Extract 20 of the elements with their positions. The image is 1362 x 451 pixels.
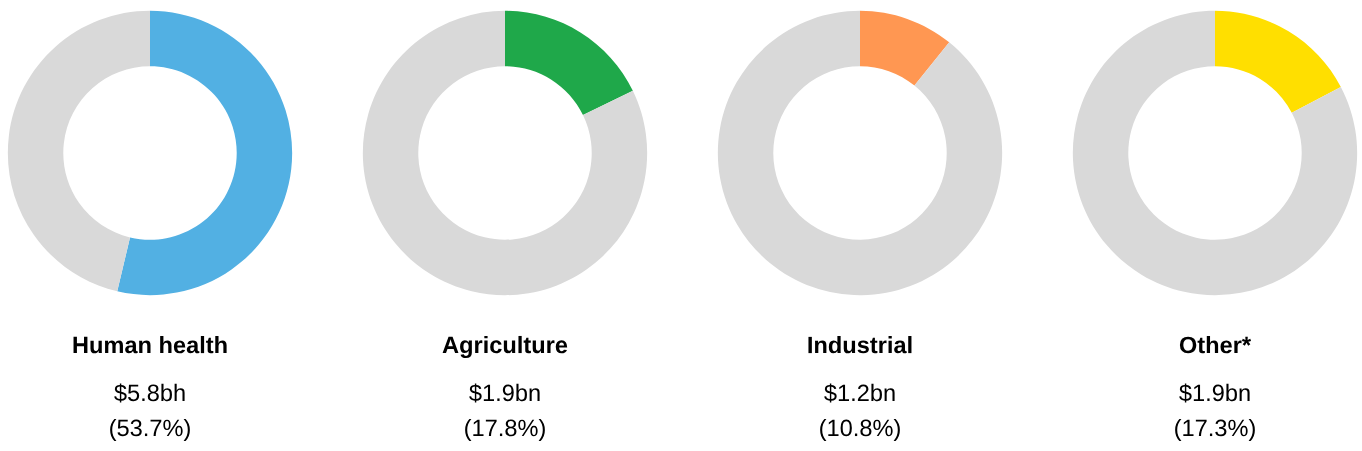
donut-slice (7, 10, 150, 292)
text: Agriculture (442, 335, 568, 359)
text: (17.3%) (1175, 418, 1255, 441)
text: (10.8%) (820, 418, 900, 441)
text: Industrial (808, 336, 912, 354)
donut-slice (362, 10, 648, 296)
donut-slice (117, 10, 293, 296)
text: $5.8bh (114, 383, 185, 403)
text: (53.7%) (110, 418, 190, 441)
donut-slice (1215, 10, 1341, 113)
text: $1.9bn (1179, 383, 1250, 403)
text: $1.9bn (469, 383, 540, 403)
donut-slice (860, 10, 950, 86)
text: Human health (73, 336, 227, 354)
text: (17.8%) (465, 418, 545, 441)
donut-slice (1072, 10, 1358, 296)
text: Other* (1179, 336, 1252, 354)
donut-slice (505, 10, 633, 116)
donut-slice (717, 10, 1003, 296)
text: $1.2bn (824, 383, 895, 403)
